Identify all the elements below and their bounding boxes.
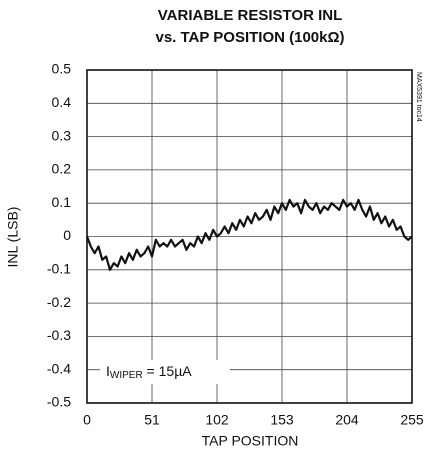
y-tick-label: 0.1 (52, 194, 72, 210)
annotation-subscript: WIPER (110, 370, 143, 381)
chart-subtitle: vs. TAP POSITION (100kΩ) (155, 29, 344, 46)
y-tick-label: 0.4 (52, 94, 72, 110)
annotation-box (100, 360, 230, 384)
x-tick-label: 153 (270, 412, 294, 428)
y-tick-label: 0.5 (52, 61, 72, 77)
x-axis-label: TAP POSITION (202, 433, 299, 449)
plot-frame (86, 69, 413, 404)
annotation-value: = 15µA (143, 363, 193, 379)
y-tick-label: -0.2 (47, 294, 71, 310)
y-tick-label: -0.5 (47, 394, 71, 410)
x-tick-label: 102 (205, 412, 229, 428)
x-tick-label: 51 (144, 412, 160, 428)
annotation-main: I (106, 363, 110, 379)
x-tick-label: 255 (400, 412, 424, 428)
x-tick-label: 204 (335, 412, 359, 428)
annotation: IWIPER = 15µA (106, 363, 192, 381)
y-tick-label: -0.3 (47, 327, 71, 343)
y-tick-label: -0.1 (47, 261, 71, 277)
watermark: MAX5391 toc14 (415, 72, 422, 122)
y-tick-label: 0.2 (52, 161, 72, 177)
y-tick-label: 0.3 (52, 127, 72, 143)
data-line (85, 198, 413, 271)
chart-title: VARIABLE RESISTOR INL (158, 7, 342, 24)
y-tick-label: -0.4 (47, 360, 71, 376)
x-tick-label: 0 (83, 412, 91, 428)
y-axis-label: INL (LSB) (5, 207, 21, 268)
y-tick-label: 0 (63, 227, 71, 243)
